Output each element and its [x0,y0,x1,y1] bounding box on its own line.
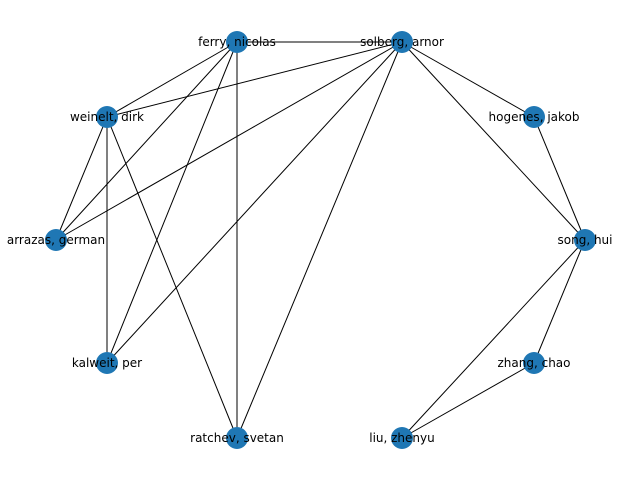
node-marker [226,427,248,449]
node-label: weinelt, dirk [70,110,144,124]
node-hogenes: hogenes, jakob [489,106,580,128]
node-marker [574,229,596,251]
node-ferry: ferry, nicolas [198,31,276,53]
node-label: hogenes, jakob [489,110,580,124]
node-marker [96,106,118,128]
node-german: arrazas, german [7,229,105,251]
edge-zhang-liu [401,362,535,439]
node-ratchev: ratchev, svetan [190,427,284,449]
edge-solberg-weinelt [106,41,403,118]
nodes-layer: ferry, nicolas solberg, arnor hogenes, jak… [7,31,613,449]
edge-solberg-song [401,41,586,241]
edge-ferry-german [55,41,238,241]
edge-solberg-ratchev [236,41,403,439]
edge-ferry-weinelt [106,41,238,118]
node-marker [45,229,67,251]
edge-hogenes-song [533,116,586,241]
edge-song-liu [401,239,586,439]
edge-solberg-hogenes [401,41,535,118]
edge-solberg-kalweit [106,41,403,364]
node-label: ferry, nicolas [198,35,276,49]
edges-layer [55,41,586,439]
node-label: zhang, chao [497,356,570,370]
node-label: song, hui [558,233,613,247]
node-marker [523,352,545,374]
edge-ferry-kalweit [106,41,238,364]
node-zhang: zhang, chao [497,352,571,374]
node-marker [391,427,413,449]
node-solberg: solberg, arnor [360,31,444,53]
node-marker [226,31,248,53]
edge-weinelt-german [55,116,108,241]
node-marker [391,31,413,53]
node-kalweit: kalweit, per [72,352,142,374]
edge-solberg-german [55,41,403,241]
node-label: arrazas, german [7,233,105,247]
node-song: song, hui [558,229,613,251]
node-label: solberg, arnor [360,35,444,49]
node-liu: liu, zhenyu [369,427,435,449]
node-marker [523,106,545,128]
node-label: kalweit, per [72,356,142,370]
edge-weinelt-ratchev [106,116,238,439]
edge-song-zhang [533,239,586,364]
node-marker [96,352,118,374]
node-label: liu, zhenyu [369,431,435,445]
node-weinelt: weinelt, dirk [70,106,144,128]
node-label: ratchev, svetan [190,431,284,445]
